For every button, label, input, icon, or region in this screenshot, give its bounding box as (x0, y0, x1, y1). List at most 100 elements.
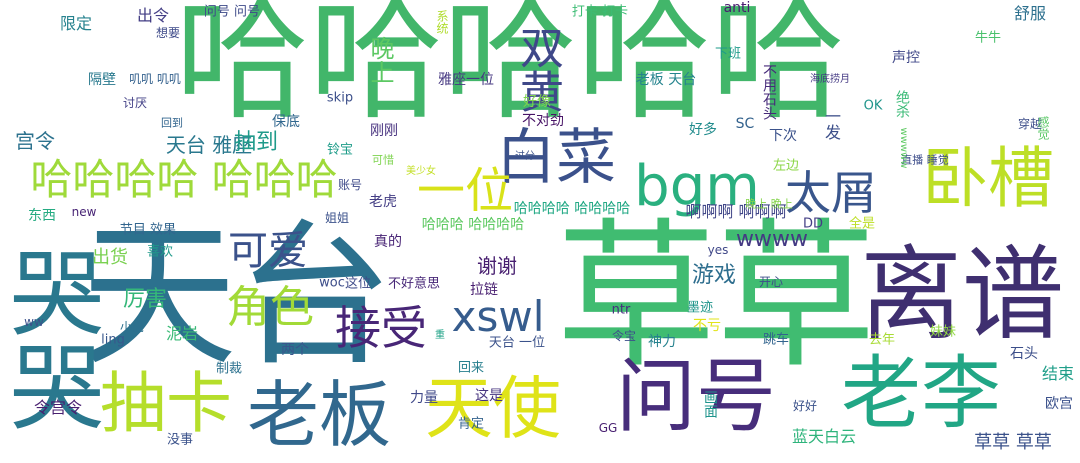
word-wwwww: wwwww (898, 127, 909, 169)
word-wenhao: 问号 (616, 350, 776, 443)
word-huamian: 画面 (702, 390, 718, 418)
word-tiantai-yazuo: 天台 雅座 (165, 133, 253, 157)
word-lihai: 厉害 (122, 287, 168, 312)
word-chuhuo: 出货 (92, 247, 128, 268)
word-chuanyue: 穿越 (1017, 117, 1043, 131)
word-xiexie: 谢谢 (477, 254, 517, 278)
word-kexi: 可惜 (372, 153, 394, 167)
word-wocao: 卧槽 (922, 140, 1054, 217)
word-haidilao: 海底捞月 (810, 74, 850, 85)
word-taixie: 太屑 (785, 166, 877, 220)
word-niyan: 泥岩 (165, 324, 199, 343)
word-ling: ling (101, 332, 125, 348)
word-gg: GG (598, 421, 618, 435)
word-meishi: 没事 (166, 432, 194, 448)
word-haoduo: 好多 (689, 122, 717, 138)
word-shufu: 舒服 (1013, 4, 1047, 23)
word-wanshang-2: 晚上 晚上 (745, 197, 793, 211)
word-yiwei: 一位 (416, 163, 514, 219)
word-tiaoche: 跳车 (762, 332, 790, 348)
word-zheshi: 这是 (475, 388, 503, 404)
word-zhewei: 这位 (344, 276, 372, 292)
word-keai: 可爱 (228, 228, 308, 274)
word-wanshang: 晚上 (366, 36, 394, 84)
word-caocao: 草草 (555, 203, 877, 390)
word-hahaha-2: 哈哈哈哈 哈哈哈哈 (513, 201, 631, 217)
word-new: new (71, 205, 97, 219)
word-meimei: 妹妹 (929, 324, 957, 340)
word-laoban: 老板 (246, 373, 392, 457)
word-jieshou: 接受 (335, 301, 427, 355)
word-xianding: 限定 (59, 14, 93, 33)
word-lingbao-2: 令宝 (611, 329, 637, 343)
word-dongxi: 东西 (28, 208, 56, 224)
word-lalian: 拉链 (470, 282, 498, 298)
word-liliang: 力量 (410, 390, 438, 406)
word-lipu: 离谱 (860, 236, 1064, 355)
word-wenhao-2: 问号 问号 (203, 4, 261, 20)
word-huilai: 回来 (457, 360, 485, 376)
word-hahaha-3: 哈哈哈 哈哈哈哈 (421, 217, 525, 233)
word-baodi: 保底 (272, 114, 300, 130)
word-zuobian: 左边 (772, 158, 800, 174)
word-hahaha: 哈哈哈哈哈 (174, 0, 846, 138)
word-haohao: 好好 (792, 399, 818, 413)
word-gebi: 隔壁 (88, 72, 116, 88)
word-yes: yes (707, 243, 729, 257)
word-shenli: 神力 (648, 334, 676, 350)
word-ok: OK (863, 98, 883, 114)
word-jiaose: 角色 (226, 282, 314, 333)
word-lingbao: 铃宝 (326, 142, 354, 158)
word-laohu: 老虎 (369, 194, 397, 210)
word-ougong: 欧宫 (1045, 396, 1073, 412)
word-jiemu: 节目 效果 (119, 222, 177, 238)
word-caocao-2: 草草 草草 (974, 432, 1052, 453)
word-xiaban: 下班 (714, 46, 742, 62)
word-wwww: wwww (736, 227, 808, 252)
word-kending: 肯定 (457, 416, 485, 432)
word-sc: SC (735, 116, 755, 132)
word-taoyan: 讨厌 (122, 96, 148, 110)
word-woc: woc (319, 275, 345, 291)
word-laoli: 老李 (841, 347, 1001, 440)
word-yazuo-yiwei: 雅座一位 (438, 72, 494, 88)
word-meishaonv: 美少女 (406, 166, 436, 177)
word-choudao: 抽到 (233, 130, 279, 155)
word-gongling: 宫令 (15, 129, 55, 153)
word-shitou: 石头 (1010, 346, 1038, 362)
word-aaa: 啊啊啊 啊啊啊 (685, 202, 787, 221)
word-tiantai-yiwei: 天台 一位 (488, 335, 546, 351)
word-shuanghuang: 双黄 (512, 25, 563, 113)
word-anti: anti (723, 0, 751, 16)
word-daka: 打卡 打卡 (571, 4, 629, 20)
word-tianshi: 天使 (424, 370, 562, 449)
word-lantian: 蓝天白云 (791, 427, 857, 446)
word-zhicai: 制裁 (215, 361, 243, 377)
word-xiaohu: 小虎 (119, 320, 145, 334)
word-zhende: 真的 (374, 234, 402, 250)
word-ntr: ntr (611, 302, 631, 318)
word-huidao: 回到 (161, 116, 183, 130)
word-jueshai: 绝杀 (894, 90, 910, 118)
word-chouka: 抽卡 (100, 365, 232, 442)
word-shengkong: 声控 (892, 50, 920, 66)
word-buyong: 不用石头 (761, 64, 777, 120)
word-bukui: 不亏 (693, 318, 721, 334)
word-bgm: bgm (634, 154, 760, 219)
word-xiangyao: 想要 (155, 26, 181, 40)
word-ganjue: 感觉 (1036, 116, 1050, 140)
word-zhong: 重 (435, 330, 445, 341)
word-jiejie: 姐姐 (324, 211, 350, 225)
word-tiantai: 天台 (81, 205, 393, 387)
word-buhaoyisi: 不好意思 (387, 276, 441, 292)
word-ww: ww (24, 315, 44, 329)
word-baicai: 白菜 (496, 123, 616, 193)
word-xihuan: 喜欢 (146, 244, 174, 260)
word-dd: DD (802, 216, 824, 232)
word-guofen: 过分 (515, 151, 535, 162)
word-skip: skip (326, 90, 354, 106)
word-youxi: 游戏 (691, 263, 737, 288)
word-laoban-tiantai: 老板 天台 (635, 72, 697, 88)
word-jieshu: 结束 (1041, 364, 1075, 383)
